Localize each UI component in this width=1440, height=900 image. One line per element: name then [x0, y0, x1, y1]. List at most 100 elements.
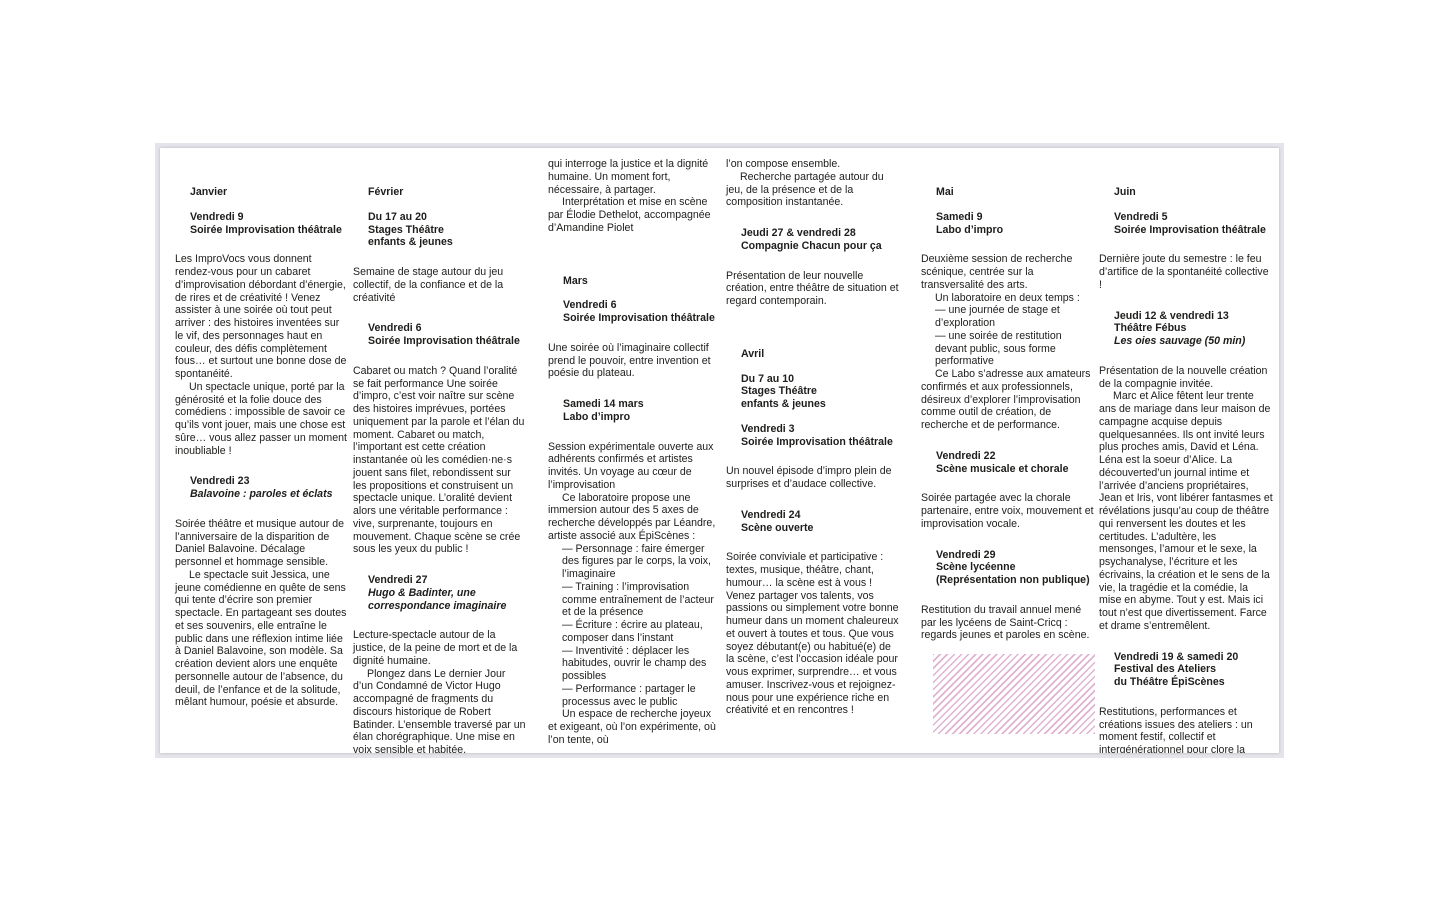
column: Mai Samedi 9 Labo d’impro Deuxième session …	[921, 158, 1095, 734]
event-header: Février Du 17 au 20 Stages Théâtre enfants …	[365, 158, 527, 254]
paragraph: Deuxième session de recherche scénique, …	[921, 253, 1073, 291]
paragraph: — une soirée de restitution devant publi…	[935, 329, 1062, 368]
event-title: Soirée Improvisation théâtrale	[563, 312, 715, 324]
paragraph: Marc et Alice fêtent leur trente ans de …	[1099, 390, 1273, 632]
event-title: Compagnie Chacun pour ça	[741, 239, 882, 252]
text-block: Soirée conviviale et participative : tex…	[726, 551, 900, 717]
event-header: Avril Du 7 au 10 Stages Théâtre enfants & j…	[738, 320, 900, 454]
event-title: Théâtre Fébus	[1114, 322, 1187, 335]
column: qui interroge la justice et la dignité h…	[548, 158, 722, 753]
text-block: l’on compose ensemble. Recherche partagée…	[726, 158, 900, 209]
paragraph: qui interroge la justice et la dignité h…	[548, 158, 709, 196]
text-block: Soirée partagée avec la chorale partenai…	[921, 492, 1095, 530]
event-header: Vendredi 24 Scène ouverte	[738, 503, 900, 540]
paragraph: Recherche partagée autour du jeu, de la …	[726, 170, 884, 209]
event-header: Vendredi 29 Scène lycéenne (Représentation…	[933, 543, 1095, 592]
text-block: Un nouvel épisode d’impro plein de surpr…	[726, 465, 900, 491]
month: Juin	[1114, 186, 1136, 198]
event-date: Jeudi 27 & vendredi 28	[741, 227, 856, 239]
paragraph: Un espace de recherche joyeux et exigean…	[548, 708, 716, 746]
event-title: Scène lycéenne	[936, 561, 1016, 574]
event-title: Scène musicale et chorale	[936, 462, 1069, 475]
event-header: Vendredi 27 Hugo & Badinter, une correspo…	[365, 568, 527, 617]
paragraph: Les ImproVocs vous donnent rendez-vous p…	[175, 253, 347, 380]
paragraph: Soirée partagée avec la chorale partenai…	[921, 492, 1094, 530]
event-date: Vendredi 27	[368, 574, 428, 586]
text-block: Présentation de leur nouvelle création, …	[726, 270, 900, 308]
paragraph: Dernière joute du semestre : le feu d’ar…	[1099, 253, 1269, 291]
event: Vendredi 22 Scène musicale et chorale	[936, 450, 1095, 476]
month: Février	[368, 186, 404, 198]
event-title: enfants & jeunes	[741, 398, 826, 410]
event-date: Vendredi 3	[741, 422, 795, 435]
column: Février Du 17 au 20 Stages Théâtre enfants …	[353, 158, 527, 753]
event-header: Vendredi 19 & samedi 20 Festival des Atel…	[1111, 645, 1273, 694]
paragraph: Un nouvel épisode d’impro plein de surpr…	[726, 465, 892, 490]
event-date: Samedi 9	[936, 210, 983, 223]
event: Vendredi 6 Soirée Improvisation théâtrale	[368, 322, 527, 348]
event: Vendredi 27 Hugo & Badinter, une correspo…	[368, 574, 527, 612]
event-title: Scène ouverte	[741, 521, 814, 534]
event: Vendredi 6 Soirée Improvisation théâtrale	[563, 299, 722, 325]
paragraph: Présentation de la nouvelle création de …	[1099, 364, 1268, 390]
event: Vendredi 9 Soirée Improvisation théâtrale	[190, 211, 349, 237]
month: Mars	[563, 274, 588, 287]
column: Janvier Vendredi 9 Soirée Improvisation th…	[175, 158, 349, 721]
event-header: Mars Vendredi 6 Soirée Improvisation théât…	[560, 247, 722, 330]
paragraph: Cabaret ou match ? Quand l’oralité se fa…	[353, 364, 525, 556]
text-block: Soirée théâtre et musique autour de l’an…	[175, 518, 349, 709]
event-date: Vendredi 19 & samedi 20	[1114, 650, 1239, 663]
event-date: Samedi 14 mars	[563, 398, 644, 410]
event: Vendredi 23 Balavoine : paroles et éclats	[190, 475, 349, 501]
paragraph: — Training : l’improvisation comme entra…	[562, 580, 714, 619]
event: Du 17 au 20 Stages Théâtre enfants & jeune…	[368, 211, 527, 249]
text-block: Semaine de stage autour du jeu collectif…	[353, 266, 527, 304]
event-title: Festival des Ateliers	[1114, 663, 1217, 676]
event: Du 7 au 10 Stages Théâtre enfants & jeunes	[741, 373, 900, 411]
brochure-content: Janvier Vendredi 9 Soirée Improvisation th…	[160, 148, 1279, 753]
event: Vendredi 3 Soirée Improvisation théâtrale	[741, 423, 900, 449]
paragraph: Un laboratoire en deux temps :	[935, 291, 1080, 304]
month: Avril	[741, 347, 765, 360]
paragraph: Restitutions, performances et créations …	[1099, 705, 1253, 753]
event-header: Vendredi 6 Soirée Improvisation théâtrale	[365, 316, 527, 353]
event-title: Balavoine : paroles et éclats	[190, 488, 333, 500]
event-date: Vendredi 9	[190, 210, 244, 223]
event-title: Stages Théâtre	[368, 223, 444, 236]
event-title: enfants & jeunes	[368, 236, 453, 249]
event: Samedi 14 mars Labo d’impro	[563, 398, 722, 424]
event-date: Vendredi 5	[1114, 210, 1168, 223]
event-date: Jeudi 12 & vendredi 13	[1114, 309, 1229, 322]
paragraph: Un spectacle unique, porté par la généro…	[175, 380, 347, 457]
month: Mai	[936, 186, 954, 198]
event-title: Soirée Improvisation théâtrale	[741, 435, 893, 448]
event-title: Soirée Improvisation théâtrale	[1114, 223, 1266, 236]
event-title: Stages Théâtre	[741, 385, 817, 398]
event-header: Mai Samedi 9 Labo d’impro	[933, 158, 1095, 241]
event-header: Jeudi 12 & vendredi 13 Théâtre Fébus Les o…	[1111, 304, 1273, 353]
paragraph: Ce laboratoire propose une immersion aut…	[548, 491, 716, 542]
text-block: Dernière joute du semestre : le feu d’ar…	[1099, 253, 1273, 291]
paragraph: Session expérimentale ouverte aux adhére…	[548, 440, 714, 491]
paragraph: Interprétation et mise en scène par Élod…	[548, 196, 711, 234]
event-header: Samedi 14 mars Labo d’impro	[560, 392, 722, 429]
text-block: Les ImproVocs vous donnent rendez-vous p…	[175, 253, 349, 457]
event-date: Du 7 au 10	[741, 372, 794, 385]
text-block: Deuxième session de recherche scénique, …	[921, 253, 1095, 432]
event: Vendredi 29 Scène lycéenne (Représentation…	[936, 549, 1095, 587]
event-date: Vendredi 6	[368, 322, 422, 335]
event: Vendredi 19 & samedi 20 Festival des Atel…	[1114, 651, 1273, 689]
event-date: Du 17 au 20	[368, 210, 427, 223]
month: Janvier	[190, 186, 228, 198]
event-date: Vendredi 24	[741, 508, 801, 521]
event-title: Labo d’impro	[936, 223, 1004, 236]
paragraph: — Inventivité : déplacer les habitudes, …	[562, 644, 707, 683]
event-title: (Représentation non publique)	[936, 574, 1090, 586]
paragraph: Soirée conviviale et participative : tex…	[726, 551, 899, 717]
text-block: Session expérimentale ouverte aux adhére…	[548, 441, 722, 747]
event: Vendredi 24 Scène ouverte	[741, 509, 900, 535]
event: Jeudi 27 & vendredi 28 Compagnie Chacun p…	[741, 227, 900, 253]
paragraph: — Performance : partager le processus av…	[562, 682, 696, 708]
text-block: Présentation de la nouvelle création de …	[1099, 365, 1273, 633]
text-block: Cabaret ou match ? Quand l’oralité se fa…	[353, 365, 527, 556]
